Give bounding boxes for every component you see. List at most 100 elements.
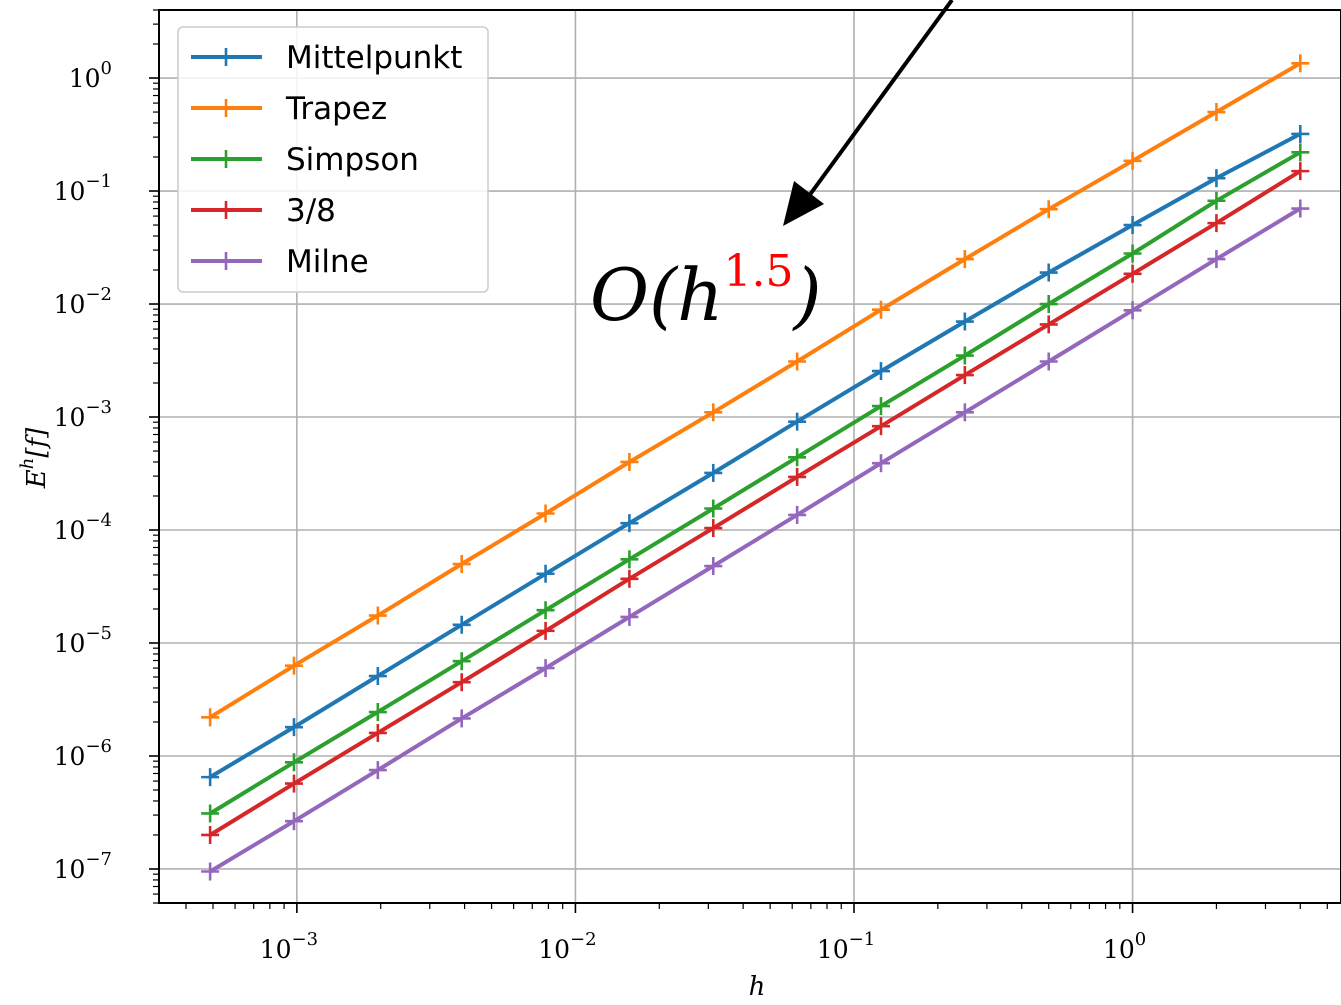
data-point-3-8: [620, 569, 639, 588]
data-point-mittelpunkt: [871, 362, 890, 381]
legend-label: Simpson: [286, 142, 419, 178]
legend-label: Mittelpunkt: [286, 40, 462, 76]
data-point-milne: [955, 403, 974, 422]
data-point-mittelpunkt: [955, 312, 974, 331]
data-point-3-8: [284, 774, 303, 793]
data-point-simpson: [1039, 295, 1058, 314]
data-point-simpson: [1123, 244, 1142, 263]
data-point-milne: [1123, 301, 1142, 320]
data-point-trapez: [368, 606, 387, 625]
data-point-simpson: [452, 652, 471, 671]
x-tick-labels: 10−3 10−2 10−1 100: [260, 929, 1147, 964]
data-point-3-8: [536, 621, 555, 640]
data-point-simpson: [704, 499, 723, 518]
data-point-milne: [536, 659, 555, 678]
data-point-trapez: [201, 708, 220, 727]
data-point-3-8: [704, 519, 723, 538]
data-point-mittelpunkt: [1123, 216, 1142, 235]
data-point-3-8: [1123, 264, 1142, 283]
data-point-trapez: [452, 555, 471, 574]
series-mittelpunkt: [201, 124, 1310, 787]
legend-box: [177, 26, 489, 293]
data-point-milne: [1291, 199, 1310, 218]
legend-label: 3/8: [286, 193, 336, 229]
legend-label: Trapez: [285, 91, 387, 127]
data-point-milne: [452, 709, 471, 728]
data-point-simpson: [788, 448, 807, 467]
annotation-label: O(h1.5): [590, 246, 822, 337]
data-point-trapez: [704, 403, 723, 422]
data-point-3-8: [871, 417, 890, 436]
grid: [159, 10, 1341, 903]
data-point-mittelpunkt: [368, 667, 387, 686]
data-point-simpson: [620, 550, 639, 569]
series-line-simpson: [209, 150, 1302, 816]
series-milne: [201, 199, 1310, 881]
data-point-3-8: [788, 467, 807, 486]
annotation-arrow-line: [804, 0, 954, 202]
data-point-milne: [871, 454, 890, 473]
data-point-3-8: [201, 825, 220, 844]
data-point-milne: [1207, 250, 1226, 269]
data-point-milne: [284, 812, 303, 831]
series-line-mittelpunkt: [209, 132, 1302, 779]
data-point-trapez: [1207, 103, 1226, 122]
data-point-3-8: [1039, 315, 1058, 334]
data-point-3-8: [452, 673, 471, 692]
data-point-trapez: [1123, 151, 1142, 170]
data-point-simpson: [1207, 191, 1226, 210]
data-point-mittelpunkt: [704, 463, 723, 482]
data-point-mittelpunkt: [620, 514, 639, 533]
legend-item-trapez: Trapez: [191, 91, 387, 127]
data-point-trapez: [1291, 54, 1310, 73]
legend-item-milne: Milne: [191, 244, 369, 280]
data-point-trapez: [871, 300, 890, 319]
x-axis-label: h: [749, 972, 766, 1002]
data-point-mittelpunkt: [788, 412, 807, 431]
data-point-milne: [1039, 352, 1058, 371]
legend-item-simpson: Simpson: [191, 142, 419, 178]
data-point-mittelpunkt: [1207, 169, 1226, 188]
series-simpson: [201, 143, 1310, 823]
data-point-mittelpunkt: [452, 615, 471, 634]
data-point-milne: [704, 557, 723, 576]
annotation-arrow-head: [783, 181, 824, 226]
data-point-trapez: [536, 504, 555, 523]
data-point-simpson: [284, 753, 303, 772]
data-point-simpson: [955, 346, 974, 365]
data-point-3-8: [1207, 214, 1226, 233]
legend: Mittelpunkt Trapez Simpson 3/8 Milne: [177, 26, 489, 293]
plot-frame: [158, 9, 1341, 904]
data-point-mittelpunkt: [536, 564, 555, 583]
y-tick-label: 10−1: [54, 171, 112, 206]
annotation: O(h1.5): [590, 0, 954, 337]
data-point-milne: [788, 505, 807, 524]
data-point-milne: [620, 607, 639, 626]
data-point-simpson: [871, 397, 890, 416]
data-point-trapez: [620, 452, 639, 471]
data-point-milne: [201, 862, 220, 881]
data-point-3-8: [1291, 162, 1310, 181]
legend-item-3-8: 3/8: [191, 193, 336, 229]
legend-item-mittelpunkt: Mittelpunkt: [191, 40, 462, 76]
major-ticks: [149, 77, 1134, 913]
series-layer: [201, 54, 1310, 881]
data-point-trapez: [1039, 200, 1058, 219]
series-line-milne: [209, 206, 1302, 874]
series-line-3-8: [209, 169, 1302, 837]
data-point-mittelpunkt: [1291, 124, 1310, 143]
data-point-simpson: [368, 703, 387, 722]
data-point-simpson: [536, 601, 555, 620]
data-point-simpson: [201, 804, 220, 823]
series-line-trapez: [209, 61, 1302, 720]
data-point-mittelpunkt: [201, 768, 220, 787]
series-trapez: [201, 54, 1310, 727]
y-axis-label: Eh[f]: [17, 427, 52, 489]
series-3-8: [201, 162, 1310, 844]
data-point-milne: [368, 761, 387, 780]
legend-label: Milne: [286, 244, 369, 280]
data-point-simpson: [1291, 143, 1310, 162]
data-point-trapez: [788, 352, 807, 371]
data-point-mittelpunkt: [284, 718, 303, 737]
